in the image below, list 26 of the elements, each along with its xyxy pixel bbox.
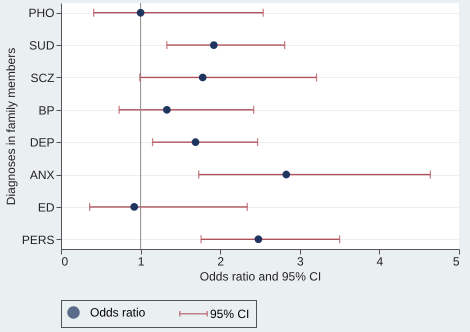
y-tick-label: SUD xyxy=(29,38,55,53)
point xyxy=(282,170,290,178)
y-tick-label: PHO xyxy=(28,6,54,20)
point xyxy=(130,203,138,211)
point xyxy=(210,41,218,49)
x-tick-label: 5 xyxy=(452,254,460,268)
legend-label: Odds ratio xyxy=(90,306,146,320)
y-tick-label: BP xyxy=(38,103,54,118)
x-tick-label: 3 xyxy=(296,254,304,268)
y-tick-label: DEP xyxy=(30,136,54,150)
y-tick-label: PERS xyxy=(22,232,54,247)
point xyxy=(198,74,207,82)
y-tick-label: ED xyxy=(38,200,55,214)
y-tick-label: ANX xyxy=(30,168,54,182)
point xyxy=(254,235,262,244)
x-tick-label: 1 xyxy=(138,254,145,268)
x-tick-label: 4 xyxy=(376,254,384,268)
point xyxy=(162,106,171,114)
text: 95% CI xyxy=(210,306,250,321)
x-tick-label: 2 xyxy=(217,254,224,268)
x-tick-label: 0 xyxy=(62,254,68,268)
point xyxy=(136,8,144,17)
x-axis-title: Odds ratio and 95% CI xyxy=(200,270,322,284)
point xyxy=(192,138,200,146)
y-axis-title: Diagnoses in family members xyxy=(4,48,18,206)
y-tick-label: SCZ xyxy=(30,70,54,85)
